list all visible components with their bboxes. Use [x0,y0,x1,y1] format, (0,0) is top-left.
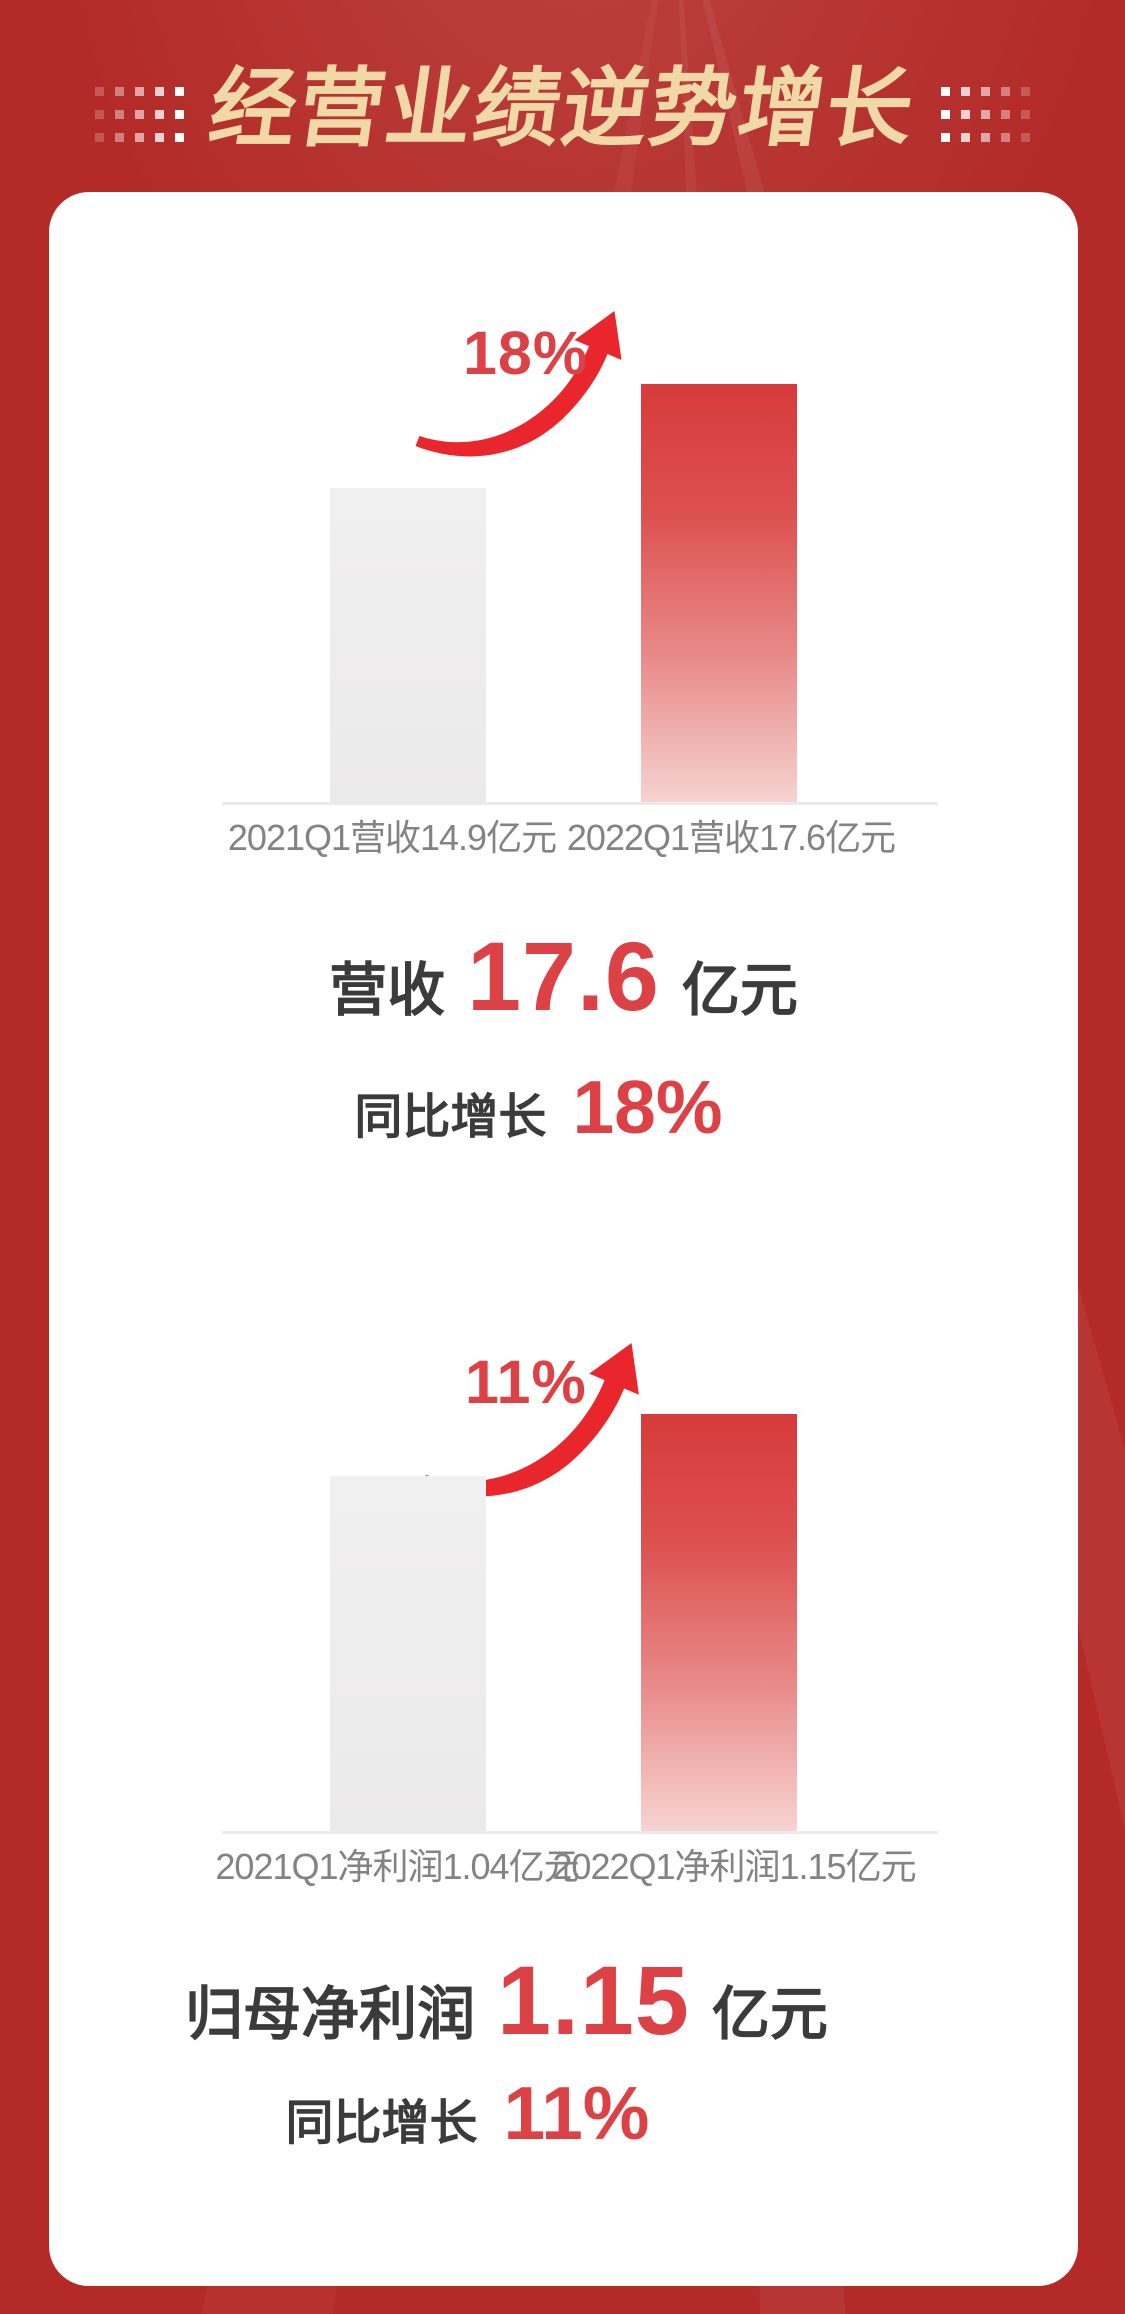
subline-prefix: 同比增长 [354,1091,547,1144]
subline-prefix: 同比增长 [285,2097,478,2150]
content-card: 18% 2021Q1营收14.9亿元 2022Q1营收17.6亿元 营收 17.… [49,192,1078,2286]
headline-value: 17.6 [467,922,660,1031]
dot [941,87,950,96]
dot [1021,87,1030,96]
dot [1001,110,1010,119]
subline-row: 同比增长 11% [0,2076,982,2151]
dots-pattern-right-icon [941,87,1030,142]
dot [175,133,184,142]
growth-percent-label: 11% [465,1348,587,1416]
subline-value: 11% [503,2071,650,2155]
dot [135,133,144,142]
dot [115,133,124,142]
dot [1021,133,1030,142]
dot [1001,133,1010,142]
dot [941,133,950,142]
bar-current-year [641,384,797,802]
bar-previous-year [330,488,486,802]
dot [95,87,104,96]
axis-baseline [222,802,938,805]
dot [115,110,124,119]
dot [95,110,104,119]
headline-row: 营收 17.6 亿元 [49,928,1078,1025]
dot [1021,110,1030,119]
dot [941,110,950,119]
dot [1001,87,1010,96]
axis-baseline [222,1831,938,1834]
headline-suffix: 亿元 [711,1982,828,2047]
dot [175,87,184,96]
dot [155,110,164,119]
dot [981,110,990,119]
bar-current-year [641,1414,797,1831]
bar-label-current: 2022Q1净利润1.15亿元 [552,1846,916,1887]
dot [155,87,164,96]
headline-prefix: 营收 [329,958,446,1023]
dot [981,133,990,142]
bar-label-previous: 2021Q1净利润1.04亿元 [215,1846,579,1887]
headline-suffix: 亿元 [681,958,798,1023]
dot [115,87,124,96]
subline-row: 同比增长 18% [24,1070,1053,1145]
dot [175,110,184,119]
dot [981,87,990,96]
bar-label-previous: 2021Q1营收14.9亿元 [227,817,557,858]
dot [961,87,970,96]
headline-value: 1.15 [497,1946,690,2055]
dot [135,87,144,96]
dot [961,133,970,142]
headline-row: 归母净利润 1.15 亿元 [0,1952,1021,2049]
bar-previous-year [330,1476,486,1831]
growth-arrow-icon [415,311,622,457]
subline-value: 18% [572,1065,723,1149]
dot [155,133,164,142]
bar-label-current: 2022Q1营收17.6亿元 [566,817,896,858]
dots-pattern-left-icon [95,87,184,142]
headline-prefix: 归母净利润 [185,1982,476,2047]
dot [135,110,144,119]
dot [95,133,104,142]
growth-percent-label: 18% [463,319,589,387]
dot [961,110,970,119]
